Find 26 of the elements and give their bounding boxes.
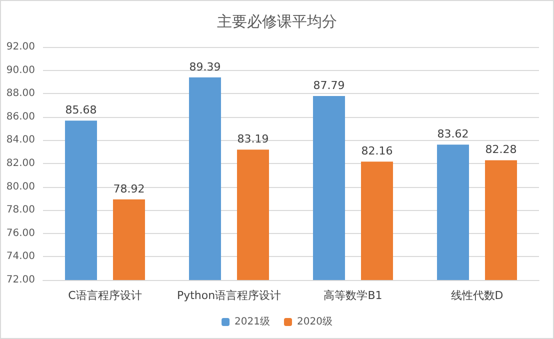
- data-label: 87.79: [313, 79, 345, 92]
- data-label: 82.16: [361, 144, 393, 158]
- legend-label: 2020级: [297, 316, 332, 328]
- y-tick-label: 76.00: [6, 228, 35, 239]
- y-tick-label: 82.00: [6, 158, 35, 169]
- y-tick-label: 84.00: [6, 134, 35, 146]
- y-tick-label: 88.00: [6, 88, 35, 100]
- x-tick-label: Python语言程序设计: [176, 289, 282, 302]
- data-label: 85.68: [65, 104, 97, 117]
- chart-title: 主要必修课平均分: [217, 12, 337, 30]
- y-tick-label: 78.00: [6, 204, 35, 216]
- x-tick-label: 线性代数D: [450, 289, 504, 302]
- data-label: 89.39: [189, 60, 221, 74]
- y-tick-label: 80.00: [6, 181, 35, 192]
- data-label: 83.62: [437, 128, 469, 141]
- data-label: 82.28: [485, 143, 517, 156]
- y-tick-label: 92.00: [6, 42, 35, 52]
- y-tick-label: 86.00: [6, 111, 35, 122]
- x-tick-label: C语言程序设计: [68, 289, 142, 302]
- x-tick-label: 高等数学B1: [324, 289, 382, 302]
- legend-label: 2021级: [234, 316, 270, 328]
- y-tick-label: 74.00: [6, 251, 35, 262]
- y-tick-label: 90.00: [6, 64, 35, 76]
- data-label: 78.92: [113, 182, 145, 196]
- y-tick-label: 72.00: [6, 274, 35, 286]
- data-label: 83.19: [237, 132, 269, 146]
